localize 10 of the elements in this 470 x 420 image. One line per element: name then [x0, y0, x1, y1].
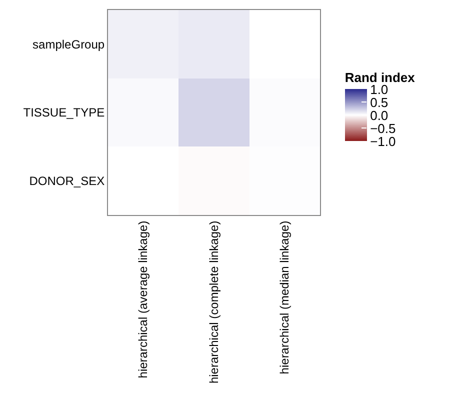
color-bar-label: −1.0	[370, 134, 396, 149]
color-bar-label: −0.5	[370, 120, 396, 136]
color-bar-label: 0.0	[370, 108, 388, 123]
y-tick-label: sampleGroup	[32, 37, 105, 52]
x-tick-label: hierarchical (complete linkage)	[206, 220, 221, 384]
y-tick-label: DONOR_SEX	[29, 174, 105, 188]
color-bar-label: 0.5	[370, 94, 388, 110]
x-tick-label: hierarchical (median linkage)	[278, 220, 292, 374]
x-tick-label: hierarchical (average linkage)	[136, 220, 150, 378]
y-tick-label: TISSUE_TYPE	[23, 106, 105, 120]
